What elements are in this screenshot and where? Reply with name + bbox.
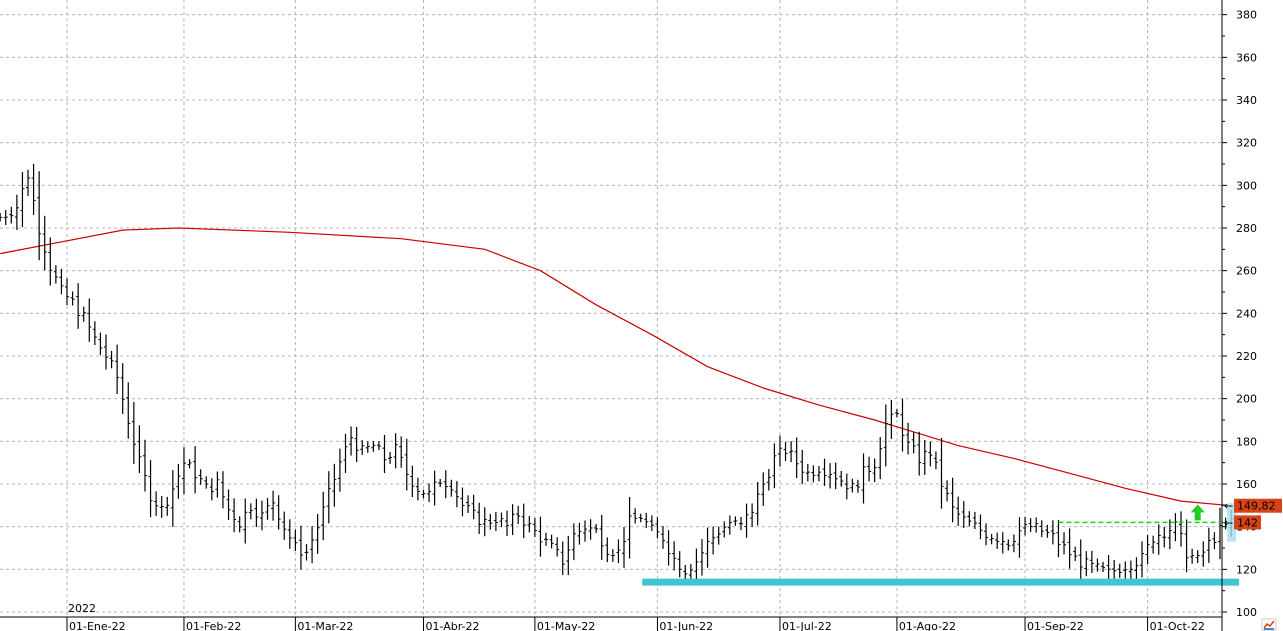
x-tick-label: 01-Mar-22 <box>297 620 353 631</box>
x-tick-label: 01-Ene-22 <box>69 620 126 631</box>
y-tick-label: 320 <box>1236 137 1257 150</box>
ohlc-bars-layer <box>0 163 1234 585</box>
breakout-arrow-icon <box>1190 504 1205 521</box>
x-tick-label: 01-Feb-22 <box>186 620 241 631</box>
y-tick-label: 120 <box>1236 563 1257 576</box>
y-tick-label: 260 <box>1236 265 1257 278</box>
y-tick-label: 360 <box>1236 51 1257 64</box>
chart-logo-icon[interactable] <box>1261 618 1277 631</box>
axis-layer: 1001201401601802002202402602803003203403… <box>0 0 1257 631</box>
x-tick-label: 01-Oct-22 <box>1150 620 1205 631</box>
y-tick-label: 160 <box>1236 478 1257 491</box>
y-tick-label: 240 <box>1236 307 1257 320</box>
moving-average-line <box>0 227 1232 507</box>
x-tick-label: 01-Abr-22 <box>425 620 479 631</box>
y-tick-label: 100 <box>1236 606 1257 619</box>
x-tick-label: 01-Jul-22 <box>782 620 832 631</box>
value-marker-label: 142 <box>1237 516 1258 529</box>
x-tick-label: 01-Ago-22 <box>899 620 956 631</box>
trend-lines-layer <box>642 503 1240 586</box>
x-tick-label: 01-Jun-22 <box>659 620 713 631</box>
moving-average-layer <box>0 227 1232 507</box>
y-tick-label: 180 <box>1236 435 1257 448</box>
y-tick-label: 280 <box>1236 222 1257 235</box>
y-tick-label: 380 <box>1236 9 1257 22</box>
y-tick-label: 300 <box>1236 179 1257 192</box>
y-tick-label: 200 <box>1236 393 1257 406</box>
value-marker-label: 149,82 <box>1237 500 1276 513</box>
y-tick-label: 340 <box>1236 94 1257 107</box>
year-label: 2022 <box>68 602 96 615</box>
grid-layer <box>0 0 1222 617</box>
value-marker-arrow-icon: ← <box>1224 500 1233 513</box>
y-tick-label: 220 <box>1236 350 1257 363</box>
last-bar-highlight <box>1227 503 1237 542</box>
x-tick-label: 01-May-22 <box>537 620 595 631</box>
value-markers-layer: ← 149,82 ← 142 <box>1224 498 1282 530</box>
x-tick-label: 01-Sep-22 <box>1027 620 1084 631</box>
value-marker-badge <box>1234 498 1282 513</box>
value-marker-arrow-icon: ← <box>1224 516 1233 529</box>
value-marker-badge <box>1234 515 1261 530</box>
